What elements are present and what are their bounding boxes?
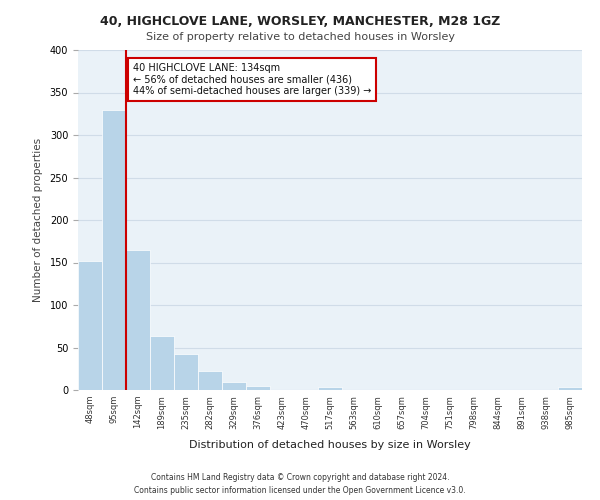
Text: Size of property relative to detached houses in Worsley: Size of property relative to detached ho… [146,32,455,42]
Bar [318,386,342,390]
X-axis label: Distribution of detached houses by size in Worsley: Distribution of detached houses by size … [189,440,471,450]
Bar [126,250,150,390]
Bar [198,372,222,390]
Bar [174,354,198,390]
Text: Contains HM Land Registry data © Crown copyright and database right 2024.
Contai: Contains HM Land Registry data © Crown c… [134,474,466,495]
Y-axis label: Number of detached properties: Number of detached properties [33,138,43,302]
Text: 40, HIGHCLOVE LANE, WORSLEY, MANCHESTER, M28 1GZ: 40, HIGHCLOVE LANE, WORSLEY, MANCHESTER,… [100,15,500,28]
Text: 40 HIGHCLOVE LANE: 134sqm
← 56% of detached houses are smaller (436)
44% of semi: 40 HIGHCLOVE LANE: 134sqm ← 56% of detac… [133,62,371,96]
Bar [222,382,246,390]
Bar [102,110,126,390]
Bar [150,336,174,390]
Bar [246,386,270,390]
Bar [78,261,102,390]
Bar [558,388,582,390]
